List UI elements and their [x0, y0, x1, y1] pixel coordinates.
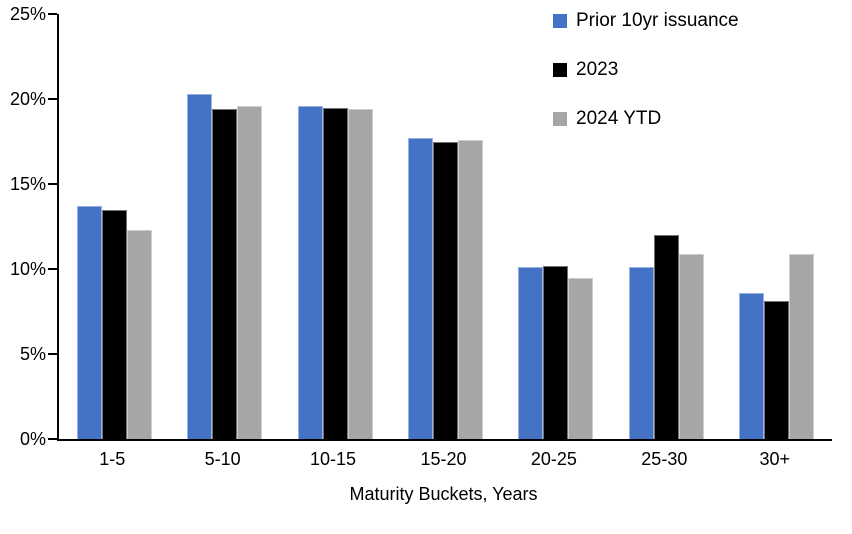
- bar: [76, 206, 102, 439]
- bar: [432, 141, 458, 439]
- bar-group-20-25: [501, 14, 611, 439]
- plot-area: [48, 13, 832, 441]
- legend-item: Prior 10yr issuance: [553, 10, 739, 32]
- legend-item: 2024 YTD: [553, 108, 739, 130]
- bar: [739, 292, 765, 439]
- bar: [543, 265, 569, 439]
- bar: [457, 139, 483, 439]
- x-axis-label: 5-10: [204, 449, 241, 469]
- y-axis-label: 15%: [9, 174, 46, 194]
- y-axis-label: 20%: [9, 89, 46, 109]
- bar: [322, 107, 348, 439]
- bar: [101, 209, 127, 439]
- bar-group-1-5: [59, 14, 169, 439]
- legend-swatch-icon: [553, 112, 567, 126]
- bar: [628, 267, 654, 439]
- y-axis-tick: [48, 268, 57, 270]
- y-axis-label: 5%: [19, 344, 46, 364]
- y-axis-tick: [48, 183, 57, 185]
- bar: [347, 109, 373, 439]
- bar-group-30+: [722, 14, 832, 439]
- y-axis-label: 10%: [9, 259, 46, 279]
- x-axis-title: Maturity Buckets, Years: [349, 484, 538, 504]
- legend-label: 2024 YTD: [576, 108, 662, 129]
- y-axis-label: 0%: [19, 429, 46, 449]
- bar: [789, 253, 815, 439]
- bar-group-25-30: [611, 14, 721, 439]
- legend-swatch-icon: [553, 14, 567, 28]
- x-axis-labels: 1-5 5-10 10-15 15-20 20-25 25-30 30+: [57, 449, 830, 470]
- legend: Prior 10yr issuance 2023 2024 YTD: [553, 10, 739, 157]
- x-axis-label: 25-30: [641, 449, 688, 469]
- y-axis-tick: [48, 98, 57, 100]
- bar-group-10-15: [280, 14, 390, 439]
- x-axis-label: 20-25: [530, 449, 577, 469]
- x-axis-label: 15-20: [420, 449, 467, 469]
- bar: [126, 229, 152, 439]
- bar: [764, 301, 790, 439]
- y-axis-label: 25%: [9, 4, 46, 24]
- bar: [518, 267, 544, 439]
- bar: [297, 105, 323, 439]
- legend-item: 2023: [553, 59, 739, 81]
- bar: [237, 105, 263, 439]
- x-axis-label: 1-5: [99, 449, 126, 469]
- bar: [653, 235, 679, 439]
- legend-label: Prior 10yr issuance: [576, 10, 739, 31]
- legend-label: 2023: [576, 59, 619, 80]
- x-axis-label: 30+: [759, 449, 791, 469]
- bar: [187, 93, 213, 439]
- y-axis-tick: [48, 13, 57, 15]
- legend-swatch-icon: [553, 63, 567, 77]
- bars-container: [59, 14, 832, 439]
- bar-group-5-10: [169, 14, 279, 439]
- bar: [678, 253, 704, 439]
- bar: [407, 138, 433, 439]
- x-axis-label: 10-15: [310, 449, 357, 469]
- bar-group-15-20: [390, 14, 500, 439]
- bar: [212, 109, 238, 439]
- bar: [568, 277, 594, 439]
- y-axis-tick: [48, 353, 57, 355]
- y-axis-tick: [48, 438, 57, 440]
